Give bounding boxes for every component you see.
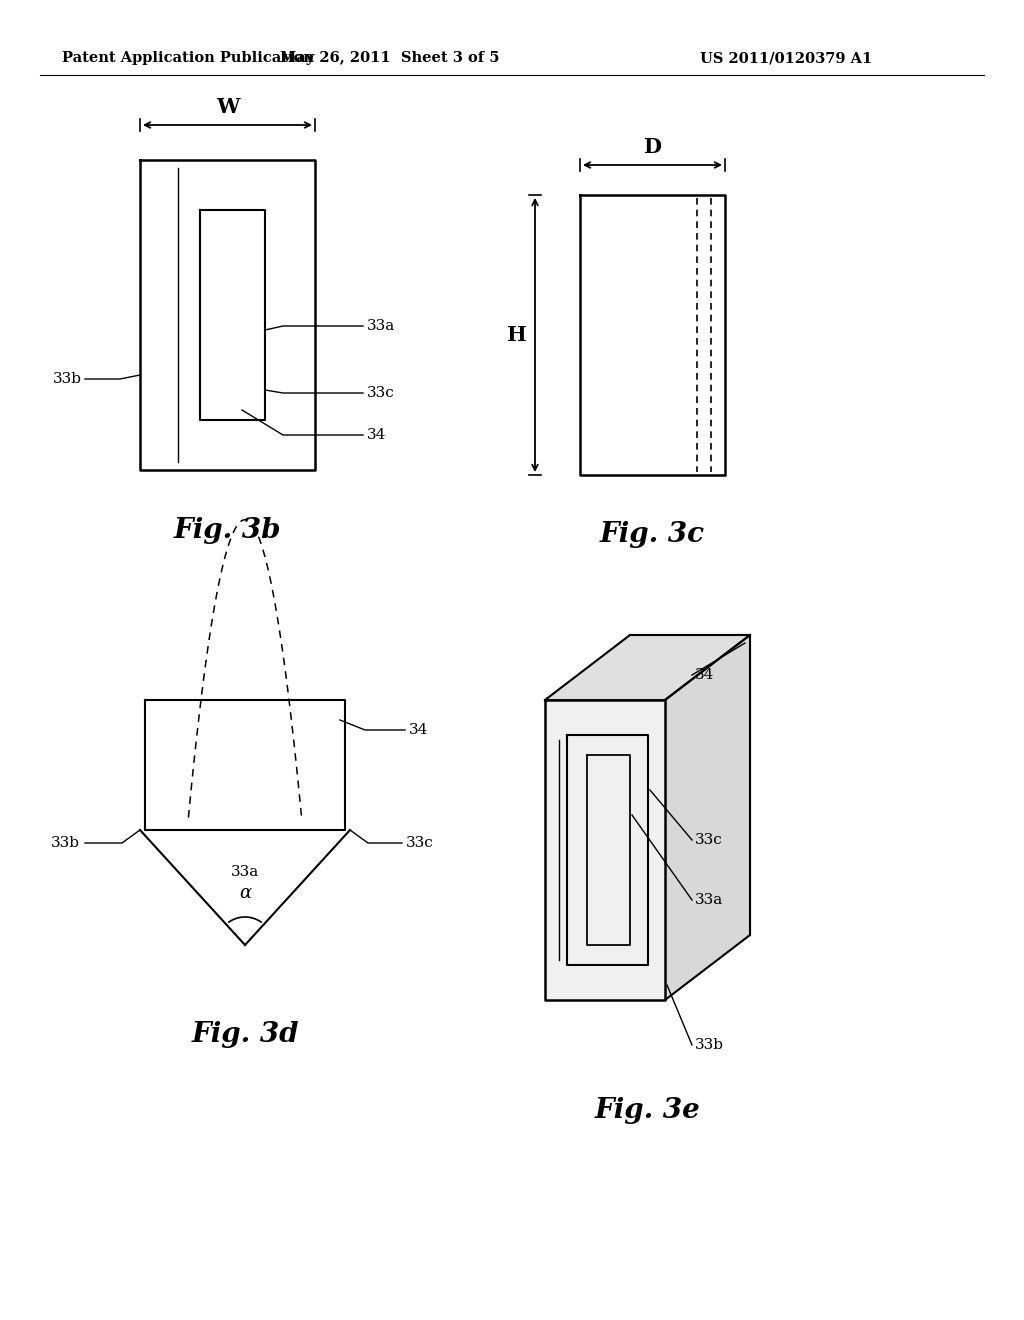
Text: 34: 34: [409, 723, 428, 737]
Text: H: H: [507, 325, 527, 345]
Polygon shape: [545, 635, 750, 700]
Polygon shape: [665, 635, 750, 1001]
Text: May 26, 2011  Sheet 3 of 5: May 26, 2011 Sheet 3 of 5: [281, 51, 500, 65]
Text: Fig. 3d: Fig. 3d: [191, 1022, 299, 1048]
Text: 33c: 33c: [367, 385, 394, 400]
Text: US 2011/0120379 A1: US 2011/0120379 A1: [700, 51, 872, 65]
Text: W: W: [216, 96, 240, 117]
Text: 33a: 33a: [367, 319, 395, 333]
Text: 33a: 33a: [230, 865, 259, 879]
Text: Fig. 3b: Fig. 3b: [174, 516, 282, 544]
Text: α: α: [239, 884, 251, 902]
Text: 33c: 33c: [695, 833, 723, 847]
Polygon shape: [545, 700, 665, 1001]
Text: D: D: [643, 137, 662, 157]
Text: 34: 34: [695, 668, 715, 682]
Text: Fig. 3c: Fig. 3c: [600, 521, 705, 549]
Text: 33c: 33c: [406, 836, 434, 850]
Text: Fig. 3e: Fig. 3e: [595, 1097, 700, 1123]
Text: 33b: 33b: [51, 836, 80, 850]
Text: 33a: 33a: [695, 894, 723, 907]
Text: 33b: 33b: [53, 372, 82, 385]
Text: Patent Application Publication: Patent Application Publication: [62, 51, 314, 65]
Text: 33b: 33b: [695, 1038, 724, 1052]
Text: 34: 34: [367, 428, 386, 442]
